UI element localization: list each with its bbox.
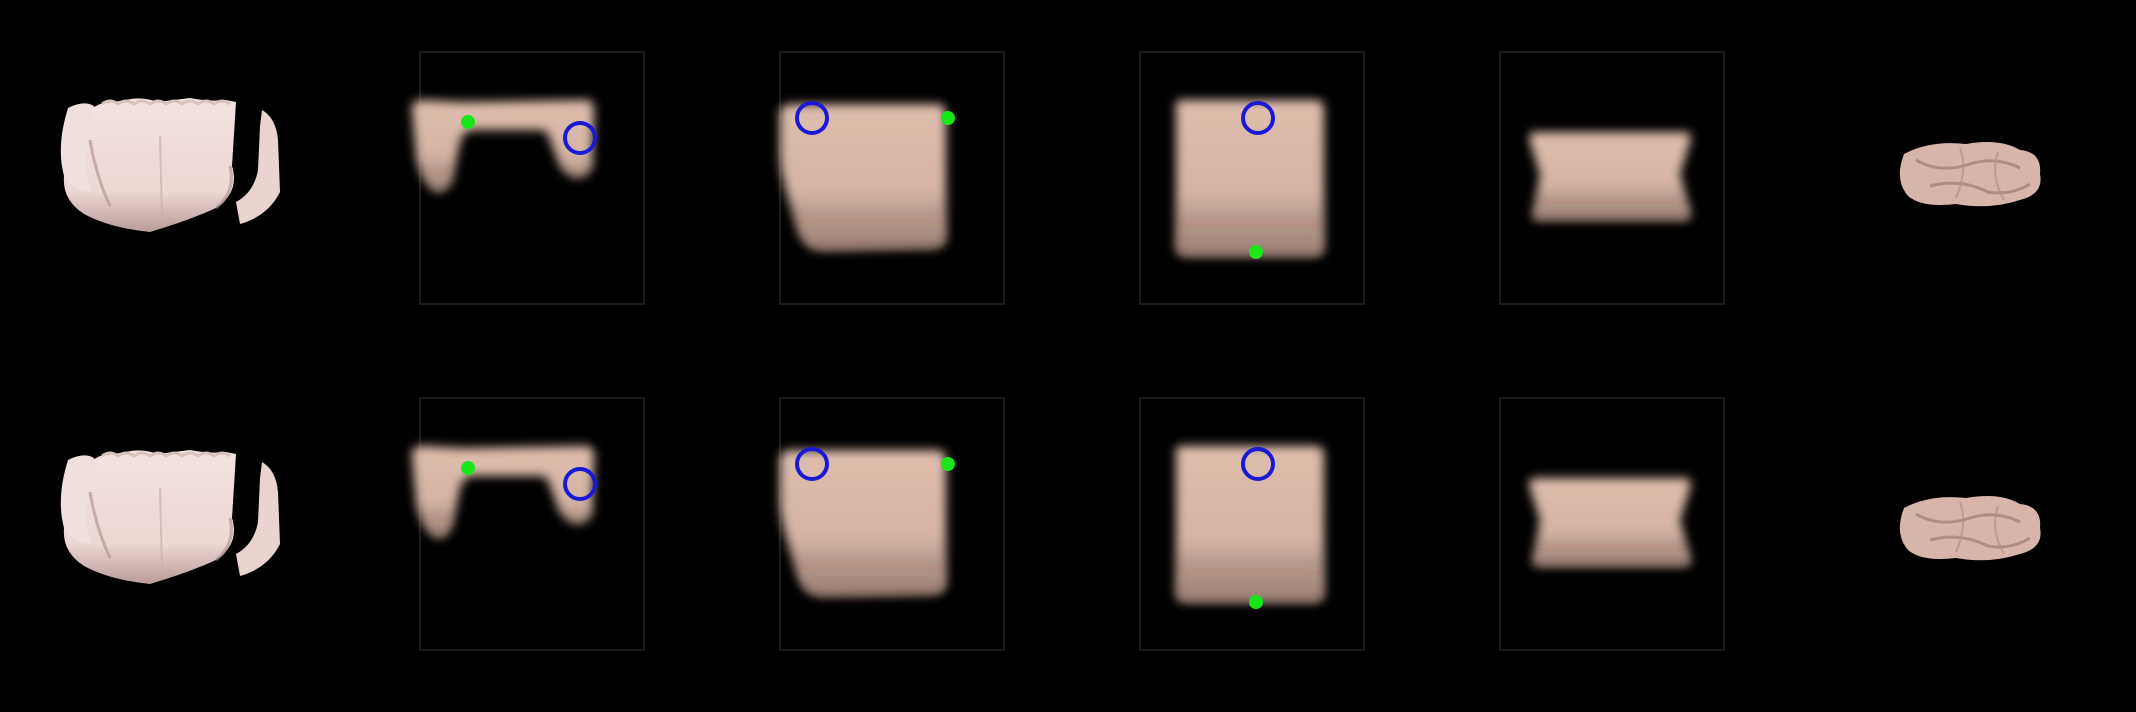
frame-3-predicted [779,397,1005,651]
pick-point-dot [461,115,475,129]
frame-5-predicted [1499,397,1725,651]
predicted-cloth [411,100,597,192]
place-point-circle [1241,447,1275,481]
predicted-cloth [1529,132,1691,220]
predicted-cloth [779,447,955,596]
predicted-cloth [1176,446,1324,609]
frame-2-predicted [411,51,645,305]
place-point-circle [1241,101,1275,135]
start-cloth-photo [60,98,280,232]
place-point-circle [563,467,597,501]
pick-point-dot [941,111,955,125]
sequence-row-2 [0,356,2136,712]
place-point-circle [795,447,829,481]
end-cloth-photo [1899,142,2041,207]
predicted-cloth [779,101,955,250]
predicted-cloth [1529,478,1691,566]
predicted-cloth [411,446,597,538]
start-cloth-photo [60,450,280,584]
frame-1-photo-start [60,98,280,232]
frame-3-predicted [779,51,1005,305]
pick-point-dot [1249,245,1263,259]
pick-point-dot [461,461,475,475]
sequence-row-1 [60,51,2041,305]
pick-point-dot [941,457,955,471]
frame-6-photo-end [1899,496,2041,561]
frame-4-predicted [1139,397,1365,651]
predicted-cloth [1176,100,1324,259]
pick-point-dot [1249,595,1263,609]
place-point-circle [563,121,597,155]
end-cloth-photo [1899,496,2041,561]
frame-1-photo-start [60,450,280,584]
frame-4-predicted [1139,51,1365,305]
frame-6-photo-end [1899,142,2041,207]
frame-2-predicted [411,397,645,651]
frame-5-predicted [1499,51,1725,305]
place-point-circle [795,101,829,135]
